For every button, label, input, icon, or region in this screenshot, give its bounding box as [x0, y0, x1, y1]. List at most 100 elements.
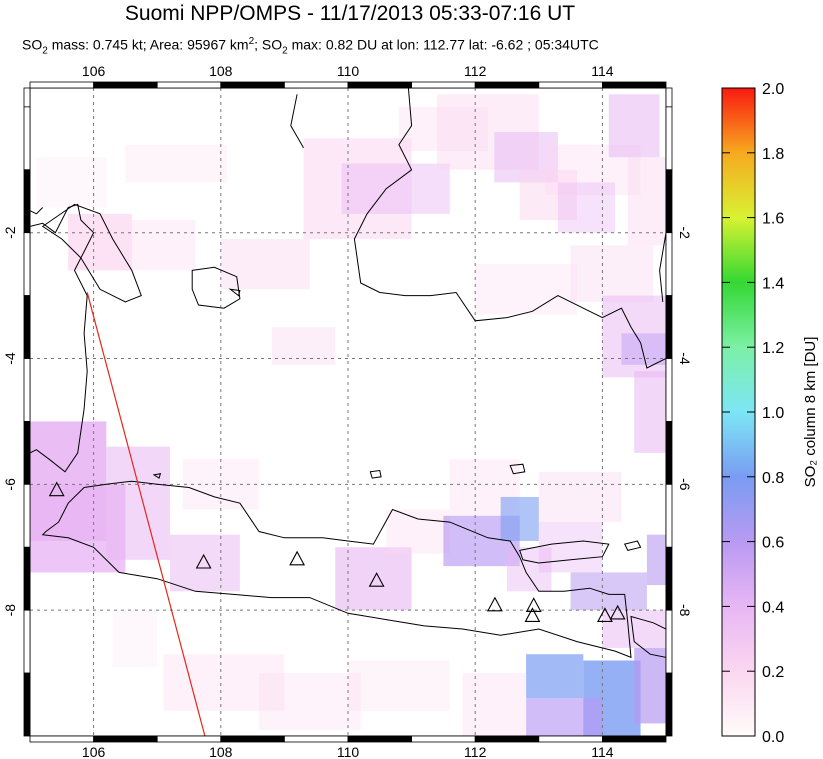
- so2-pixel: [621, 333, 666, 365]
- right-border-segment: [665, 232, 673, 297]
- orbit-track-line: [86, 292, 206, 736]
- colorbar-ticks: 0.0 0.2 0.4 0.6 0.8 1.0 1.2 1.4 1.6 1.8 2.0: [722, 81, 784, 746]
- top-border-segment: [220, 81, 285, 89]
- left-border-segment: [23, 106, 31, 171]
- so-subscript-2: 2: [282, 45, 288, 57]
- so2-pixel: [526, 698, 603, 736]
- so2-pixel: [258, 673, 361, 730]
- colorbar-tick-label: 2.0: [762, 81, 784, 98]
- so2-pixel: [106, 446, 170, 560]
- so2-pixel: [526, 654, 584, 699]
- triangle-icon: [195, 553, 212, 569]
- triangle-icon: [48, 481, 65, 497]
- top-lon-tick-label: 114: [591, 63, 614, 79]
- so2-pixel: [220, 238, 310, 290]
- colorbar-tick-label: 0.4: [762, 599, 784, 616]
- belitung-coast: [191, 266, 241, 309]
- bottom-border-segment: [29, 735, 94, 743]
- so2-pixel: [500, 496, 539, 541]
- so2-pixel: [475, 264, 577, 315]
- bottom-border-segment: [602, 735, 667, 743]
- bottom-border-segment: [411, 735, 476, 743]
- left-border-segment: [23, 295, 31, 359]
- left-border-segment: [23, 358, 31, 422]
- so-subscript: 2: [42, 45, 48, 57]
- so2-pixel: [36, 157, 107, 208]
- so2-pixel: [557, 182, 616, 233]
- colorbar-tick-label: 1.4: [762, 275, 784, 292]
- area-superscript: 2: [248, 36, 255, 47]
- thousand-islands: [152, 473, 162, 479]
- so2-pixel: [634, 647, 666, 724]
- bottom-border-segment: [283, 735, 349, 743]
- orbit-track-line: [86, 292, 206, 736]
- bottom-border-segment: [538, 735, 603, 743]
- colorbar-tick-label: 0.8: [762, 470, 784, 487]
- right-border-segment: [665, 672, 673, 737]
- triangle-icon: [524, 607, 541, 623]
- so2-pixel: [163, 654, 285, 711]
- bawean-coast: [509, 463, 526, 475]
- top-border-segment: [347, 81, 412, 89]
- borneo-east-coast: [659, 232, 666, 302]
- so2-pixel: [398, 106, 488, 151]
- bottom-border-segment: [347, 735, 412, 743]
- colorbar-tick-label: 1.0: [762, 405, 784, 422]
- so2-pixel: [570, 572, 647, 611]
- small-island: [228, 288, 241, 297]
- so-label: SO: [22, 36, 43, 53]
- karimunjawa-coast: [369, 469, 382, 479]
- right-border-segment: [665, 295, 673, 359]
- bottom-border-segment: [93, 735, 158, 743]
- coastlines: [30, 88, 666, 659]
- left-border-segment: [23, 609, 31, 674]
- bottom-lon-tick-label: 108: [209, 744, 233, 759]
- colorbar-tick-label: 1.8: [762, 146, 784, 163]
- top-lon-tick-label: 108: [209, 63, 233, 79]
- mass-label: mass: 0.745 kt; Area: 95967 km: [51, 36, 249, 53]
- so2-pixel: [538, 522, 603, 573]
- so2-pixel: [507, 547, 552, 592]
- so2-pixel: [538, 471, 622, 523]
- colorbar-tick-label: 0.6: [762, 535, 784, 552]
- right-lat-tick-label: -6: [677, 478, 693, 491]
- so2-pixel: [519, 169, 577, 221]
- graticule: [30, 88, 666, 736]
- map-border-bars: [23, 81, 673, 743]
- so2-pixel: [125, 144, 228, 183]
- max-prefix: ; SO: [254, 36, 283, 53]
- top-border-segment: [29, 81, 94, 89]
- triangle-icon: [368, 572, 385, 587]
- right-border-segment: [665, 546, 673, 611]
- bottom-lon-tick-label: 106: [82, 744, 106, 759]
- right-border-segment: [665, 106, 673, 171]
- right-border-segment: [665, 169, 673, 234]
- top-border-segment: [93, 81, 158, 89]
- borneo-west-coast: [290, 94, 304, 149]
- right-lat-tick-label: -8: [677, 604, 693, 617]
- triangle-icon: [486, 596, 503, 612]
- top-border-segment: [474, 81, 540, 89]
- colorbar-tick-label: 0.2: [762, 664, 784, 681]
- triangle-icon: [597, 607, 613, 623]
- top-border-segment: [283, 81, 349, 89]
- left-border-segment: [23, 421, 31, 485]
- so2-pixel: [169, 534, 240, 592]
- colorbar-tick-label: 0.0: [762, 729, 784, 746]
- right-border-segment: [665, 483, 673, 548]
- bangka-coast: [41, 203, 142, 303]
- top-border-segment: [538, 81, 603, 89]
- so2-pixel: [386, 509, 450, 554]
- colorbar-tick-label: 1.6: [762, 211, 784, 228]
- left-border-segment: [23, 546, 31, 611]
- bottom-lon-tick-label: 114: [591, 744, 614, 759]
- so2-pixel: [131, 220, 196, 271]
- so2-pixel: [341, 163, 450, 214]
- top-border-segment: [602, 81, 667, 89]
- left-lat-tick-label: -4: [2, 352, 18, 365]
- top-lon-tick-label: 112: [464, 63, 487, 79]
- map-title: Suomi NPP/OMPS - 11/17/2013 05:33-07:16 …: [124, 2, 576, 25]
- kangean-coast: [623, 540, 642, 551]
- left-lat-tick-label: -2: [2, 226, 18, 239]
- bottom-border-segment: [156, 735, 222, 743]
